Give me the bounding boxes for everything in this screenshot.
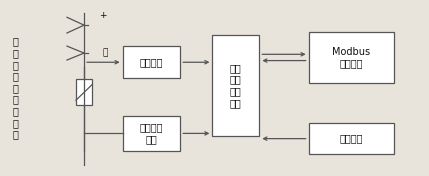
FancyBboxPatch shape (212, 35, 260, 136)
Text: －: － (103, 48, 108, 57)
Text: Modbus
通信单元: Modbus 通信单元 (332, 47, 370, 68)
FancyBboxPatch shape (123, 116, 180, 151)
Text: 八
路
热
电
偶
或
热
电
阻: 八 路 热 电 偶 或 热 电 阻 (13, 37, 18, 139)
Text: +: + (100, 11, 107, 20)
Text: 从站地址
选择: 从站地址 选择 (140, 123, 163, 144)
FancyBboxPatch shape (308, 32, 394, 83)
FancyBboxPatch shape (76, 79, 92, 105)
FancyBboxPatch shape (308, 123, 394, 154)
Text: 微处
理器
及存
储器: 微处 理器 及存 储器 (230, 63, 242, 108)
FancyBboxPatch shape (123, 46, 180, 78)
Text: 供电单元: 供电单元 (340, 134, 363, 144)
Text: 模数转换: 模数转换 (140, 57, 163, 67)
